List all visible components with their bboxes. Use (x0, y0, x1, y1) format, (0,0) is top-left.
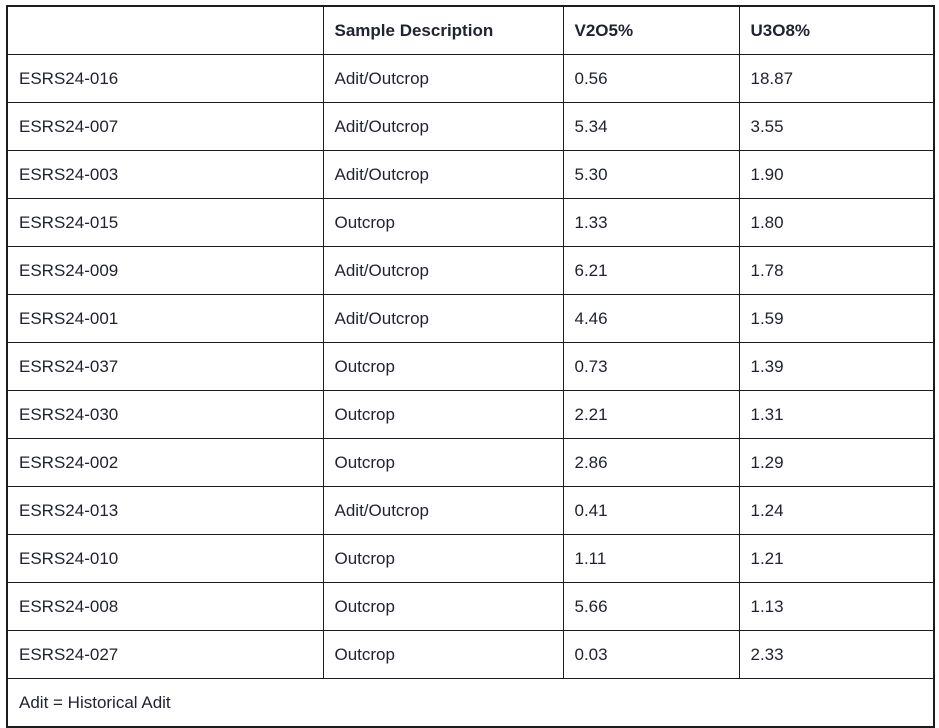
cell-u3o8: 1.90 (738, 150, 935, 199)
cell-u3o8: 1.13 (738, 582, 935, 631)
cell-sample-description: Adit/Outcrop (322, 246, 564, 295)
cell-u3o8: 18.87 (738, 54, 935, 103)
cell-sample-description: Adit/Outcrop (322, 102, 564, 151)
table-row: ESRS24-009 Adit/Outcrop 6.21 1.78 (6, 246, 935, 295)
cell-u3o8: 1.80 (738, 198, 935, 247)
cell-sample-id: ESRS24-010 (6, 534, 324, 583)
cell-sample-description: Outcrop (322, 342, 564, 391)
cell-v2o5: 0.03 (562, 630, 740, 679)
cell-sample-id: ESRS24-009 (6, 246, 324, 295)
cell-sample-description: Outcrop (322, 198, 564, 247)
cell-u3o8: 1.29 (738, 438, 935, 487)
table-row: ESRS24-030 Outcrop 2.21 1.31 (6, 390, 935, 439)
cell-v2o5: 4.46 (562, 294, 740, 343)
cell-sample-description: Adit/Outcrop (322, 486, 564, 535)
cell-sample-description: Adit/Outcrop (322, 150, 564, 199)
cell-sample-description: Outcrop (322, 390, 564, 439)
cell-u3o8: 1.24 (738, 486, 935, 535)
cell-u3o8: 1.21 (738, 534, 935, 583)
table-row: ESRS24-007 Adit/Outcrop 5.34 3.55 (6, 102, 935, 151)
table-row: ESRS24-037 Outcrop 0.73 1.39 (6, 342, 935, 391)
cell-sample-id: ESRS24-013 (6, 486, 324, 535)
cell-v2o5: 5.34 (562, 102, 740, 151)
cell-u3o8: 1.31 (738, 390, 935, 439)
cell-v2o5: 5.30 (562, 150, 740, 199)
cell-v2o5: 0.56 (562, 54, 740, 103)
cell-sample-id: ESRS24-007 (6, 102, 324, 151)
cell-sample-description: Outcrop (322, 534, 564, 583)
column-header-sample-id (6, 5, 324, 55)
cell-sample-description: Outcrop (322, 630, 564, 679)
cell-v2o5: 2.86 (562, 438, 740, 487)
table-header-row: Sample Description V2O5% U3O8% (6, 5, 935, 55)
cell-u3o8: 1.78 (738, 246, 935, 295)
cell-sample-id: ESRS24-030 (6, 390, 324, 439)
table-row: ESRS24-010 Outcrop 1.11 1.21 (6, 534, 935, 583)
table-row: ESRS24-015 Outcrop 1.33 1.80 (6, 198, 935, 247)
table-row: ESRS24-016 Adit/Outcrop 0.56 18.87 (6, 54, 935, 103)
table-row: ESRS24-002 Outcrop 2.86 1.29 (6, 438, 935, 487)
column-header-sample-description: Sample Description (322, 5, 564, 55)
cell-sample-id: ESRS24-003 (6, 150, 324, 199)
cell-sample-description: Adit/Outcrop (322, 294, 564, 343)
cell-v2o5: 2.21 (562, 390, 740, 439)
table-row: ESRS24-001 Adit/Outcrop 4.46 1.59 (6, 294, 935, 343)
cell-u3o8: 1.39 (738, 342, 935, 391)
cell-sample-id: ESRS24-002 (6, 438, 324, 487)
cell-u3o8: 1.59 (738, 294, 935, 343)
cell-sample-id: ESRS24-027 (6, 630, 324, 679)
cell-v2o5: 1.11 (562, 534, 740, 583)
cell-sample-id: ESRS24-037 (6, 342, 324, 391)
cell-sample-description: Outcrop (322, 582, 564, 631)
cell-u3o8: 2.33 (738, 630, 935, 679)
column-header-v2o5: V2O5% (562, 5, 740, 55)
table-row: ESRS24-027 Outcrop 0.03 2.33 (6, 630, 935, 679)
table-row: ESRS24-013 Adit/Outcrop 0.41 1.24 (6, 486, 935, 535)
table-footnote: Adit = Historical Adit (6, 678, 935, 728)
cell-v2o5: 0.41 (562, 486, 740, 535)
cell-sample-description: Adit/Outcrop (322, 54, 564, 103)
cell-sample-description: Outcrop (322, 438, 564, 487)
table-row: ESRS24-008 Outcrop 5.66 1.13 (6, 582, 935, 631)
cell-v2o5: 1.33 (562, 198, 740, 247)
cell-v2o5: 6.21 (562, 246, 740, 295)
assay-results-table: Sample Description V2O5% U3O8% ESRS24-01… (6, 5, 935, 728)
cell-v2o5: 0.73 (562, 342, 740, 391)
cell-sample-id: ESRS24-015 (6, 198, 324, 247)
table-footnote-row: Adit = Historical Adit (6, 678, 935, 728)
table-row: ESRS24-003 Adit/Outcrop 5.30 1.90 (6, 150, 935, 199)
cell-sample-id: ESRS24-008 (6, 582, 324, 631)
column-header-u3o8: U3O8% (738, 5, 935, 55)
cell-u3o8: 3.55 (738, 102, 935, 151)
cell-sample-id: ESRS24-001 (6, 294, 324, 343)
cell-sample-id: ESRS24-016 (6, 54, 324, 103)
cell-v2o5: 5.66 (562, 582, 740, 631)
